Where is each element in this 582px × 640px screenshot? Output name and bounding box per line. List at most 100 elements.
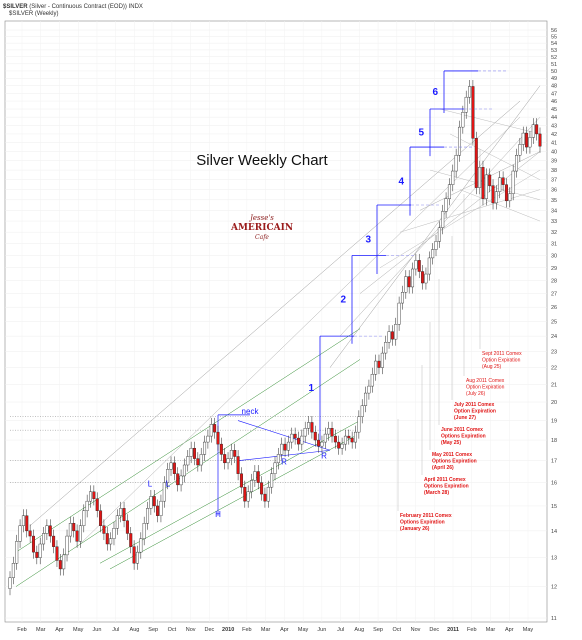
candle-body [95, 498, 99, 511]
note-line: (April 26) [432, 465, 454, 471]
candle-body [58, 560, 62, 570]
note-line: Options Expiration [400, 520, 445, 526]
y-tick-label: 36 [551, 188, 557, 194]
y-tick-label: 23 [551, 350, 557, 356]
candle-body [424, 273, 428, 284]
candle-body [11, 563, 15, 578]
candle-body [468, 86, 472, 98]
candle-body [286, 441, 290, 451]
trend-line [399, 189, 541, 233]
x-axis: Feb Mar Apr May Jun Jul Aug Sep Oct Nov Dec 2010 Feb… [17, 627, 533, 633]
trend-channels [10, 85, 541, 587]
candle-body [179, 475, 183, 486]
candle-body [38, 543, 42, 558]
y-tick-label: 48 [551, 84, 557, 90]
candle-body [112, 528, 116, 539]
candle-body [223, 454, 227, 464]
y-tick-label: 40 [551, 150, 557, 156]
candle-body [263, 493, 267, 502]
note-line: April 2011 Comex [424, 477, 466, 483]
trend-line [99, 420, 361, 564]
candle-body [317, 439, 321, 447]
candle-body [196, 458, 200, 466]
neckline [237, 420, 331, 451]
candle-body [229, 450, 233, 459]
candle-body [488, 174, 492, 186]
note-line: (June 27) [454, 415, 476, 421]
candle-body [105, 533, 109, 545]
candle-body [203, 441, 207, 455]
candle-body [233, 450, 237, 457]
note-line: Option Expiration [466, 385, 505, 391]
x-tick-label: Oct [168, 627, 177, 633]
candle-body [370, 373, 374, 387]
candle-body [256, 471, 260, 483]
wave-label: 2 [340, 295, 346, 306]
x-tick-label: Jul [112, 627, 119, 633]
candle-body [528, 137, 532, 148]
candle-body [384, 342, 388, 354]
x-tick-label: Mar [261, 627, 271, 633]
y-tick-label: 42 [551, 132, 557, 138]
candle-body [521, 132, 525, 145]
candle-body [357, 416, 361, 433]
x-tick-label: Feb [17, 627, 26, 633]
header-description: (Silver - Continuous Contract (EOD)) IND… [29, 4, 143, 10]
note-line: (January 26) [400, 526, 430, 532]
x-tick-label: Nov [411, 627, 421, 633]
note-line: Option Expiration [454, 409, 496, 415]
candle-body [421, 271, 425, 284]
trend-line [329, 85, 541, 368]
candle-body [504, 184, 508, 202]
candle-body [411, 268, 415, 288]
candle-body [276, 454, 280, 464]
x-tick-label: Sep [148, 627, 158, 633]
candle-body [102, 525, 106, 534]
wave-label: 5 [418, 128, 424, 139]
candle-body [431, 249, 435, 259]
candle-body [461, 112, 465, 128]
candle-body [474, 138, 478, 188]
trend-line [109, 435, 356, 570]
candle-body [176, 473, 180, 486]
candle-body [8, 577, 12, 589]
candle-body [25, 515, 29, 532]
x-tick-label: Sep [373, 627, 383, 633]
candle-body [323, 433, 327, 443]
y-tick-label: 49 [551, 76, 557, 82]
candle-body [125, 520, 129, 534]
candle-body [186, 456, 190, 466]
candle-body [511, 170, 515, 194]
candle-body [206, 435, 210, 443]
x-tick-label: Dec [429, 627, 439, 633]
candle-body [159, 500, 163, 516]
candle-body [239, 473, 243, 488]
x-tick-label: May [73, 627, 84, 633]
trend-line [79, 116, 521, 545]
candle-body [498, 177, 502, 192]
candle-body [407, 276, 411, 288]
candle-body [219, 443, 223, 455]
logo-line1: Jesse's [248, 214, 274, 222]
candle-body [478, 167, 482, 188]
candle-body [457, 126, 461, 156]
candle-body [531, 124, 535, 138]
candle-body [216, 431, 220, 445]
candle-body [417, 260, 421, 272]
candle-body [21, 515, 25, 526]
candle-body [307, 422, 311, 429]
candle-body [226, 458, 230, 464]
y-tick-label: 52 [551, 55, 557, 61]
candle-body [354, 431, 358, 443]
y-tick-label: 28 [551, 278, 557, 284]
candle-body [290, 433, 294, 443]
candle-body [515, 154, 519, 172]
x-tick-label: 2011 [447, 627, 459, 633]
logo-line3: Cafe [255, 234, 269, 241]
wave-label: 3 [365, 235, 371, 246]
y-tick-label: 47 [551, 91, 557, 97]
candle-body [122, 508, 126, 521]
candle-body [330, 428, 334, 437]
